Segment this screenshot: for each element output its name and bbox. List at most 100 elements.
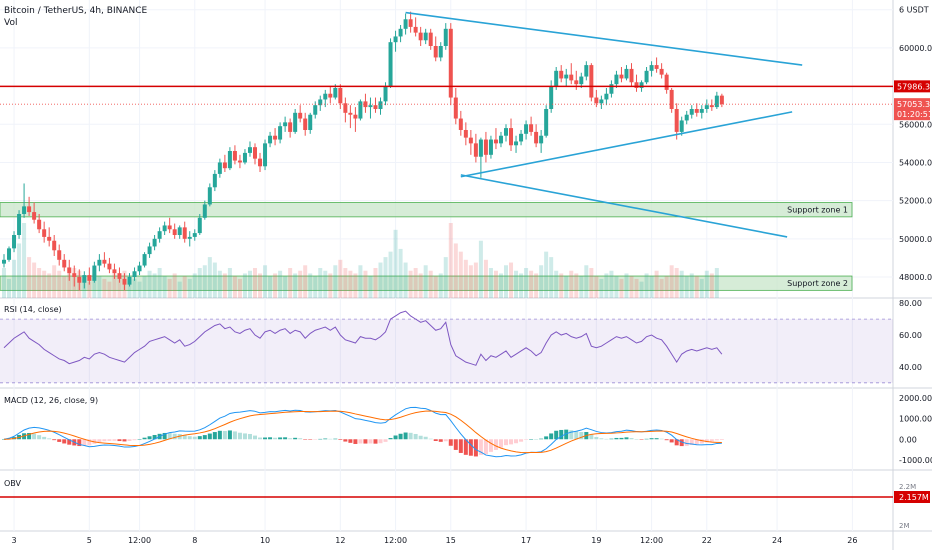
macd-histogram-bar xyxy=(453,439,458,450)
candle-body xyxy=(428,32,433,46)
macd-histogram-bar xyxy=(604,438,609,440)
volume-bar xyxy=(7,278,12,298)
volume-bar xyxy=(62,276,67,298)
volume-bar xyxy=(413,268,418,298)
macd-tick-label: 0.00 xyxy=(899,435,917,444)
macd-histogram-bar xyxy=(599,438,604,440)
candle-body xyxy=(473,143,478,157)
candle-body xyxy=(328,93,333,98)
volume-bar xyxy=(649,276,654,298)
candle-body xyxy=(343,103,348,113)
volume-bar xyxy=(599,278,604,298)
volume-bar xyxy=(418,273,423,298)
candle-body xyxy=(363,101,368,108)
volume-bar xyxy=(147,270,152,298)
candle-body xyxy=(694,109,699,113)
volume-bar xyxy=(358,265,363,298)
volume-bar xyxy=(52,265,57,298)
volume-bar xyxy=(629,276,634,298)
macd-histogram-bar xyxy=(217,430,222,440)
volume-bar xyxy=(318,268,323,298)
volume-bar xyxy=(478,240,483,298)
obv-level-label: 2.157M xyxy=(899,493,929,502)
candle-body xyxy=(488,139,493,155)
candle-body xyxy=(468,137,473,144)
candle-body xyxy=(478,139,483,157)
rsi-title: RSI (14, close) xyxy=(4,305,62,314)
candle-body xyxy=(2,259,6,264)
candle-body xyxy=(333,88,338,98)
candle-body xyxy=(132,271,137,277)
volume-bar xyxy=(37,268,42,298)
macd-histogram-bar xyxy=(684,439,689,446)
macd-histogram-bar xyxy=(544,436,549,440)
candle-body xyxy=(72,273,77,277)
time-tick-label: 12:00 xyxy=(384,536,407,545)
candle-body xyxy=(283,122,288,127)
trendlines[interactable] xyxy=(405,11,803,238)
candle-body xyxy=(127,277,132,285)
volume-bar xyxy=(453,243,458,298)
macd-histogram-bar xyxy=(263,437,268,440)
macd-histogram-bar xyxy=(353,439,358,444)
candle-body xyxy=(699,109,704,113)
volume-bar xyxy=(604,273,609,298)
volume-bar xyxy=(488,268,493,298)
macd-histogram-bar xyxy=(714,439,719,441)
volume-bar xyxy=(152,273,157,298)
macd-histogram-bar xyxy=(62,439,67,444)
macd-histogram-bar xyxy=(468,439,473,456)
macd-histogram-bar xyxy=(649,438,654,440)
candle-body xyxy=(348,112,353,115)
volume-bar xyxy=(579,276,584,298)
macd-histogram-bar xyxy=(443,439,448,442)
volume-bar xyxy=(42,270,47,298)
macd-histogram-bar xyxy=(57,439,62,442)
volume-bar xyxy=(17,243,22,298)
macd-histogram-bar xyxy=(639,439,644,440)
macd-histogram-bar xyxy=(358,439,363,444)
volume-bar xyxy=(273,273,278,298)
volume-bar xyxy=(594,276,599,298)
candle-body xyxy=(604,93,609,100)
candle-body xyxy=(609,84,614,94)
descending-support-trendline[interactable] xyxy=(460,174,788,238)
macd-histogram-bar xyxy=(514,439,519,444)
macd-histogram-bar xyxy=(67,439,72,445)
candle-body xyxy=(594,97,599,104)
candle-body xyxy=(549,86,554,109)
macd-histogram-bar xyxy=(438,439,443,442)
price-lines xyxy=(0,85,893,105)
macd-histogram-bar xyxy=(574,431,579,440)
candlesticks xyxy=(2,11,724,291)
candle-body xyxy=(237,160,242,163)
macd-histogram-bar xyxy=(679,439,684,447)
volume-bar xyxy=(283,276,288,298)
volume-bar xyxy=(569,270,574,298)
macd-histogram-bar xyxy=(212,432,217,440)
lower-trendline[interactable] xyxy=(460,111,793,178)
support-zone-label: Support zone 1 xyxy=(787,206,848,215)
macd-histogram-bar xyxy=(107,439,112,441)
macd-pane xyxy=(2,406,724,458)
macd-histogram-bar xyxy=(579,432,584,440)
macd-histogram-bar xyxy=(132,439,137,441)
candle-body xyxy=(197,217,202,234)
candle-body xyxy=(17,214,22,235)
upper-trendline[interactable] xyxy=(405,11,803,66)
volume-bar xyxy=(192,273,197,298)
candle-body xyxy=(438,46,443,58)
volume-bar xyxy=(654,270,659,298)
volume-bar xyxy=(448,223,453,298)
volume-bar xyxy=(619,278,624,298)
candle-body xyxy=(142,254,147,266)
volume-bar xyxy=(107,281,112,298)
candle-body xyxy=(458,118,463,130)
volume-bar xyxy=(609,270,614,298)
volume-bar xyxy=(172,273,177,298)
resistance-price-label: 57986.36 xyxy=(897,82,932,91)
macd-histogram-bar xyxy=(674,439,679,446)
countdown-label: 01:20:51 xyxy=(897,110,932,119)
macd-histogram-bar xyxy=(564,429,569,440)
